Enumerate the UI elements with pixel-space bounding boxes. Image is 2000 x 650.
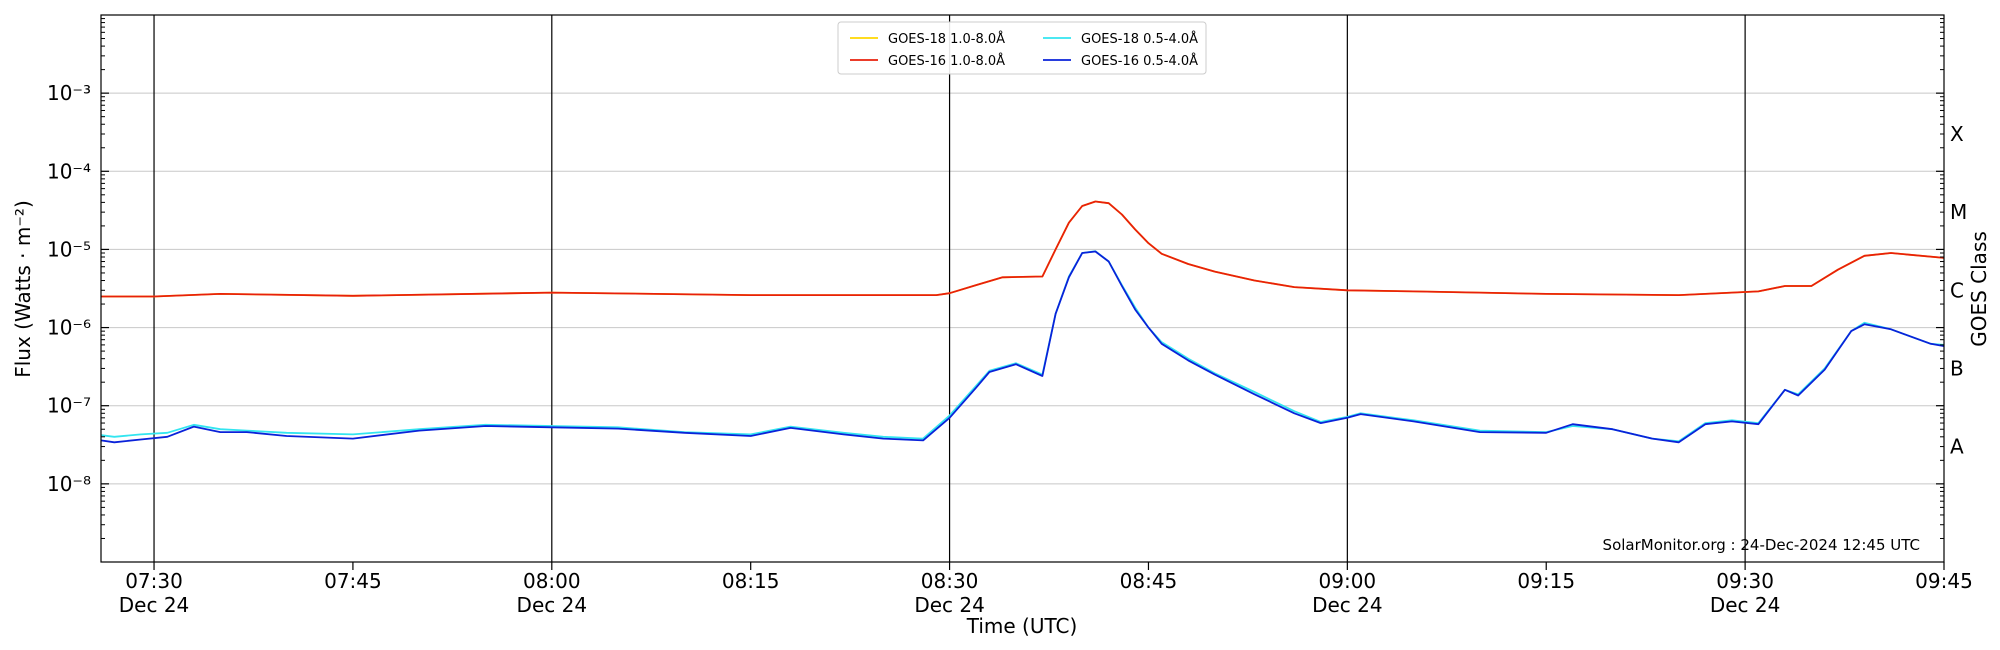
x-tick-label: 08:15 <box>722 569 780 593</box>
x-tick-label: 07:30 <box>125 569 183 593</box>
y-tick-label: 10⁻⁷ <box>47 394 91 418</box>
goes-class-labels: A B C M X <box>1950 122 1967 459</box>
x-tick-label: 09:45 <box>1915 569 1973 593</box>
y-axis-ticks: 10⁻⁸ 10⁻⁷ 10⁻⁶ 10⁻⁵ 10⁻⁴ 10⁻³ <box>47 18 1944 539</box>
x-tick-date-label: Dec 24 <box>1312 593 1383 617</box>
series-line-4 <box>100 250 1945 444</box>
y-axis-title: Flux (Watts · m⁻²) <box>11 200 35 378</box>
y-tick-label: 10⁻⁶ <box>47 316 91 340</box>
legend-label: GOES-16 0.5-4.0Å <box>1081 53 1198 69</box>
legend-label: GOES-18 1.0-8.0Å <box>888 31 1005 47</box>
goes-class-c: C <box>1950 278 1964 302</box>
goes-class-m: M <box>1950 200 1967 224</box>
legend-label: GOES-18 0.5-4.0Å <box>1081 31 1198 47</box>
y-tick-label: 10⁻⁵ <box>47 237 91 261</box>
legend-box <box>837 21 1207 75</box>
goes-class-b: B <box>1950 356 1964 380</box>
x-axis-title: Time (UTC) <box>966 614 1078 638</box>
x-tick-label: 09:00 <box>1319 569 1377 593</box>
x-tick-date-label: Dec 24 <box>914 593 985 617</box>
x-tick-label: 09:15 <box>1517 569 1575 593</box>
x-tick-label: 07:45 <box>324 569 382 593</box>
x-tick-label: 09:30 <box>1716 569 1774 593</box>
x-tick-label: 08:00 <box>523 569 581 593</box>
right-axis-title: GOES Class <box>1967 231 1991 347</box>
series-layer <box>100 200 1945 444</box>
x-tick-date-label: Dec 24 <box>1710 593 1781 617</box>
x-tick-label: 08:30 <box>921 569 979 593</box>
series-line-2 <box>101 200 1945 298</box>
vertical-marker-lines <box>153 15 1746 562</box>
plot-frame <box>100 14 1945 563</box>
x-tick-date-label: Dec 24 <box>119 593 190 617</box>
grid <box>101 92 1944 485</box>
credit-text: SolarMonitor.org : 24-Dec-2024 12:45 UTC <box>1603 536 1920 554</box>
x-tick-label: 08:45 <box>1120 569 1178 593</box>
y-tick-label: 10⁻⁴ <box>47 159 91 183</box>
legend: GOES-18 1.0-8.0Å GOES-16 1.0-8.0Å GOES-18 … <box>837 21 1207 75</box>
x-tick-date-label: Dec 24 <box>517 593 588 617</box>
goes-class-x: X <box>1950 122 1964 146</box>
goes-class-a: A <box>1950 435 1964 459</box>
y-tick-label: 10⁻³ <box>47 81 91 105</box>
y-tick-label: 10⁻⁸ <box>47 472 91 496</box>
legend-label: GOES-16 1.0-8.0Å <box>888 53 1005 69</box>
